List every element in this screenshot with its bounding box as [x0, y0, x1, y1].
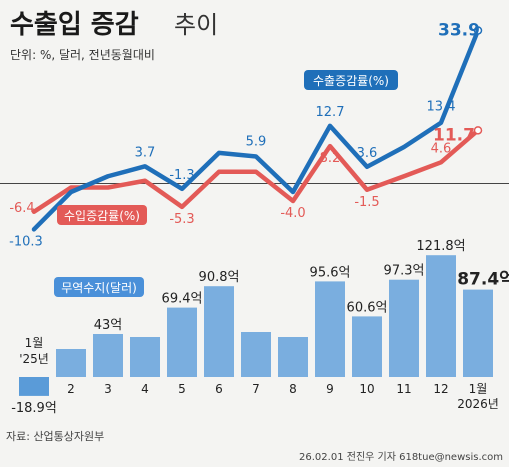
units-note: 단위: %, 달러, 전년동월대비 [10, 48, 155, 62]
month-label-6: 7 [252, 382, 260, 396]
bar-12 [463, 289, 493, 377]
month-label-3: 4 [141, 382, 149, 396]
bar-6 [241, 332, 271, 377]
bar-value-label-0: -18.9억 [11, 401, 57, 416]
month-label-5: 6 [215, 382, 223, 396]
bar-value-label-5: 90.8억 [199, 270, 240, 285]
month-label-8: 9 [326, 382, 334, 396]
month-label-7: 8 [289, 382, 297, 396]
import-end-marker [473, 126, 483, 135]
bar-value-label-11: 121.8억 [416, 239, 465, 254]
legend-trade-box [54, 277, 144, 297]
month-label-0-1: '25년 [19, 352, 49, 366]
month-label-9: 10 [359, 382, 374, 396]
lines-layer [31, 26, 483, 232]
bar-value-label-12: 87.4억 [457, 270, 509, 290]
bars-layer [19, 255, 493, 396]
month-label-4: 5 [178, 382, 186, 396]
bar-value-label-10: 97.3억 [384, 264, 425, 279]
export-line [31, 28, 481, 232]
import-line [31, 128, 481, 215]
legend-import: 수입증감률(%) [57, 205, 147, 225]
source-note: 자료: 산업통상자원부 [6, 430, 104, 443]
bar-value-label-4: 69.4억 [162, 292, 203, 307]
bar-9 [352, 316, 382, 377]
bar-value-label-8: 95.6억 [310, 265, 351, 280]
export-value-label-9: 3.6 [357, 146, 378, 161]
export-value-label-4: -1.3 [169, 168, 194, 183]
bar-7 [278, 337, 308, 377]
legend-import-box [57, 205, 147, 225]
month-label-12-0: 1월 [469, 382, 488, 396]
import-value-label-9: -1.5 [354, 195, 379, 210]
legend-export-label: 수출증감률(%) [313, 74, 389, 88]
chart-title-suffix: 추이 [174, 11, 218, 39]
month-label-10: 11 [396, 382, 411, 396]
bar-8 [315, 281, 345, 377]
export-value-label-11: 13.4 [427, 100, 456, 115]
export-value-label-0: -10.3 [9, 234, 43, 249]
chart-title: 수출입 증감 [10, 10, 139, 40]
import-value-label-4: -5.3 [169, 212, 194, 227]
import-value-label-8: 8.2 [320, 151, 341, 166]
legend-trade-label: 무역수지(달러) [61, 281, 137, 295]
export-value-label-8: 12.7 [316, 105, 345, 120]
bar-0 [19, 377, 49, 396]
month-label-0-0: 1월 [25, 336, 44, 350]
legend-trade: 무역수지(달러) [54, 277, 144, 297]
legend-import-label: 수입증감률(%) [64, 209, 140, 223]
export-value-label-6: 5.9 [246, 134, 267, 149]
import-value-label-7: -4.0 [280, 206, 305, 221]
bar-1 [56, 349, 86, 377]
bar-2 [93, 334, 123, 377]
import-value-label-11: 4.6 [431, 141, 452, 156]
bar-5 [204, 286, 234, 377]
bar-4 [167, 307, 197, 377]
month-label-11: 12 [433, 382, 448, 396]
import-value-label-0: -6.4 [9, 201, 34, 216]
export-end-marker [473, 26, 483, 35]
month-label-1: 2 [67, 382, 75, 396]
labels-layer: -18.9억 43억 69.4억 90.8억 95.6억 60.6억 97.3억 121.8억… [9, 20, 509, 415]
export-value-label-12: 33.9 [438, 20, 480, 40]
bar-10 [389, 279, 419, 377]
bar-3 [130, 337, 160, 377]
import-value-label-12: 11.7 [433, 125, 475, 145]
bar-value-label-2: 43억 [94, 318, 123, 333]
bar-value-label-9: 60.6억 [347, 300, 388, 315]
bar-11 [426, 255, 456, 377]
legend-export-box [304, 70, 398, 90]
month-label-12-1: 2026년 [457, 397, 499, 411]
credit-note: 26.02.01 전진우 기자 618tue@newsis.com [299, 451, 503, 463]
month-label-2: 3 [104, 382, 112, 396]
export-value-label-3: 3.7 [135, 145, 156, 160]
legend-export: 수출증감률(%) [304, 70, 398, 90]
